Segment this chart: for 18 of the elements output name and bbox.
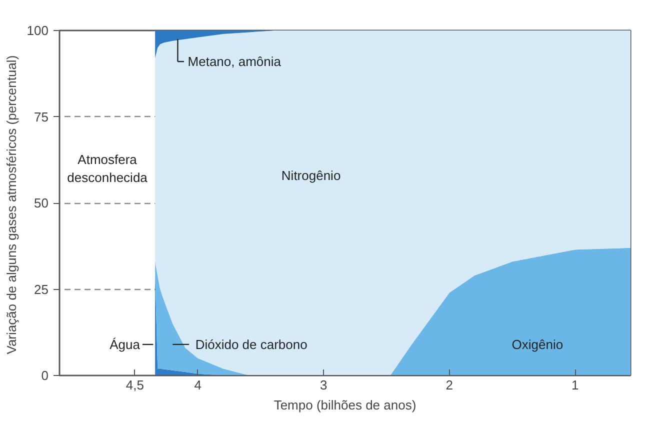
x-axis-title: Tempo (bilhões de anos) — [274, 398, 416, 412]
series-label: Oxigênio — [512, 336, 564, 352]
y-tick-label: 75 — [34, 109, 49, 124]
y-axis-title: Variação de alguns gases atmosféricos (percentual) — [4, 55, 19, 354]
series-label: Nitrogênio — [281, 168, 341, 183]
series-label: Água — [110, 336, 141, 352]
x-tick-label: 4 — [194, 378, 202, 392]
series-label: Dióxido de carbono — [195, 336, 308, 352]
x-tick-label: 3 — [320, 378, 328, 392]
y-tick-label: 50 — [34, 196, 49, 210]
annotation: Atmosfera desconhecida — [67, 152, 148, 185]
x-tick-label: 1 — [572, 378, 579, 392]
series-label: Metano, amônia — [188, 54, 282, 70]
y-tick-label: 25 — [34, 282, 49, 297]
x-tick-label: 4,5 — [126, 378, 144, 392]
x-tick-label: 2 — [446, 378, 454, 392]
y-tick-label: 0 — [41, 368, 49, 383]
y-tick-label: 100 — [26, 23, 49, 38]
